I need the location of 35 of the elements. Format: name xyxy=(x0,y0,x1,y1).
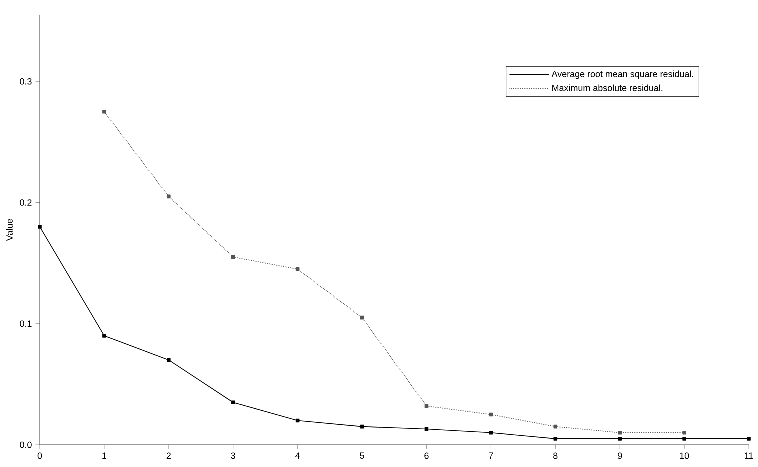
point xyxy=(618,430,622,435)
y-tick-label: 0.1 xyxy=(20,320,32,328)
point xyxy=(554,437,558,441)
legend-label: Average root mean square residual. xyxy=(552,70,694,80)
point xyxy=(489,430,494,435)
x-tick-label: 0 xyxy=(38,452,42,460)
point xyxy=(682,430,686,435)
y-tick-label: 0.3 xyxy=(20,78,32,85)
x-tick-label: 11 xyxy=(745,452,754,459)
point xyxy=(102,334,106,338)
point xyxy=(618,437,622,441)
point xyxy=(231,255,236,260)
y-tick-label: 0.0 xyxy=(20,442,32,448)
point xyxy=(167,194,171,199)
point xyxy=(102,110,106,114)
point xyxy=(38,225,42,229)
point xyxy=(167,358,171,362)
x-tick-label: 9 xyxy=(618,452,622,460)
y-axis-title: Value xyxy=(6,219,13,242)
point xyxy=(296,267,300,272)
point xyxy=(747,437,751,441)
x-tick-label: 8 xyxy=(554,452,558,460)
x-tick-label: 4 xyxy=(296,452,300,459)
x-tick-label: 6 xyxy=(424,452,429,460)
x-tick-label: 3 xyxy=(231,452,236,460)
x-tick-label: 7 xyxy=(489,452,494,459)
y-tick-label: 0.2 xyxy=(20,200,32,206)
x-tick-label: 10 xyxy=(680,452,690,460)
x-tick-label: 1 xyxy=(102,452,107,459)
legend-label: Maximum absolute residual. xyxy=(552,84,663,92)
point xyxy=(682,437,686,441)
point xyxy=(554,424,558,429)
x-tick-label: 5 xyxy=(360,452,364,460)
x-tick-label: 2 xyxy=(166,452,171,460)
point xyxy=(231,400,236,404)
